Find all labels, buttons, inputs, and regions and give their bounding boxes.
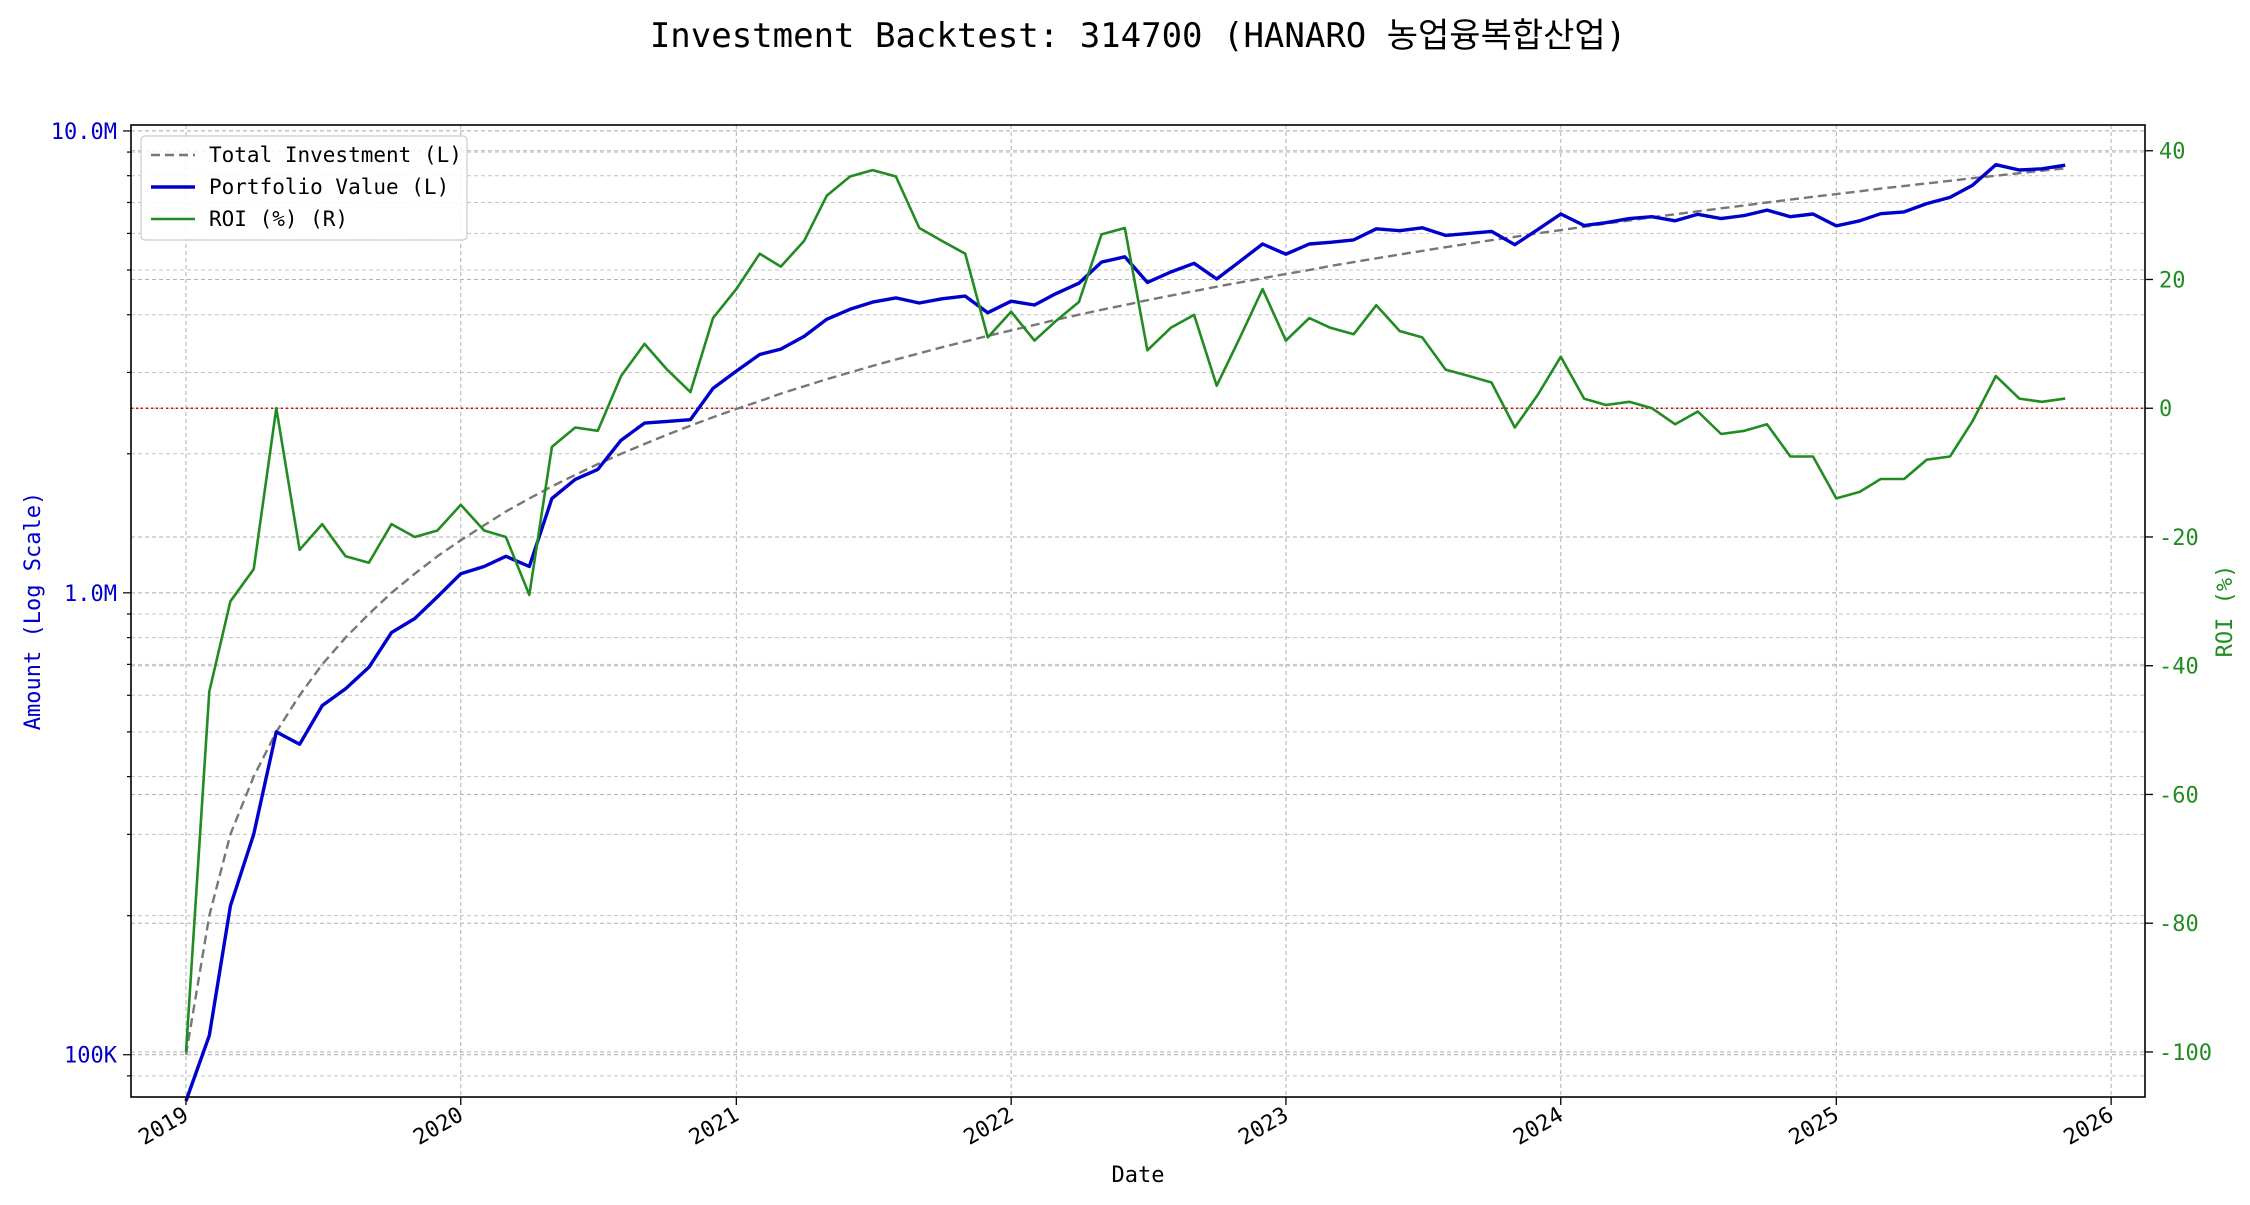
y-right-tick-label: -100 (2159, 1041, 2212, 1066)
y-left-tick-label: 1.0M (64, 582, 117, 607)
y-right-tick-label: 20 (2159, 268, 2186, 293)
legend-label-roi: ROI (%) (R) (209, 207, 348, 231)
roi-series-line (184, 168, 2066, 1052)
plot-frame (130, 124, 2146, 1098)
y-right-tick-label: -20 (2159, 526, 2199, 551)
y-right-tick-label: -80 (2159, 912, 2199, 937)
x-axis-label: Date (1112, 1163, 1165, 1188)
right-axis-label: ROI (%) (2213, 565, 2238, 658)
y-right-tick-label: -40 (2159, 655, 2199, 680)
legend-box (140, 135, 468, 241)
total-investment-series-line (184, 167, 2066, 1055)
legend-label-total-investment: Total Investment (L) (209, 143, 462, 167)
y-right-tick-label: -60 (2159, 783, 2199, 808)
series-layer (184, 162, 2066, 1102)
y-left-tick-label: 10.0M (51, 120, 117, 145)
legend-label-portfolio-value: Portfolio Value (L) (209, 175, 449, 199)
y-right-tick-label: 0 (2159, 397, 2172, 422)
portfolio-value-series-line (184, 162, 2066, 1102)
chart-title: Investment Backtest: 314700 (HANARO 농업융복… (650, 16, 1626, 56)
legend: Total Investment (L) Portfolio Value (L) R… (140, 135, 468, 241)
y-right-tick-label: 40 (2159, 140, 2186, 165)
left-axis-label: Amount (Log Scale) (21, 492, 46, 730)
y-left-tick-label: 100K (64, 1044, 118, 1069)
